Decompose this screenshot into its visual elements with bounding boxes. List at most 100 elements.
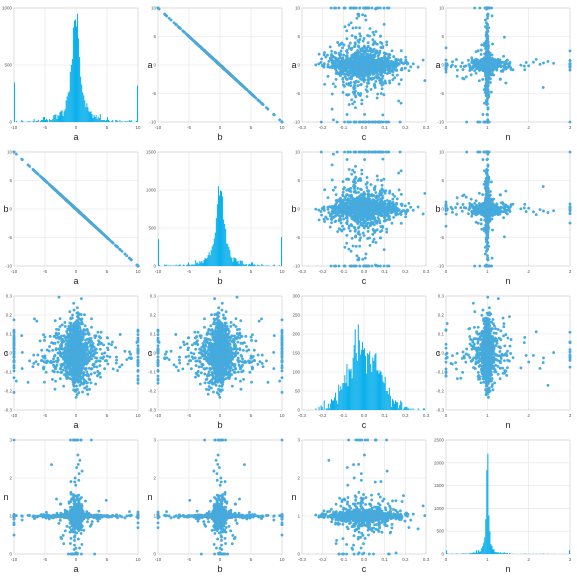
scatter-point: [165, 15, 168, 18]
x-tick-label: 0: [445, 125, 448, 130]
scatter-point: [477, 121, 480, 124]
y-tick-label: 10: [295, 6, 301, 11]
scatter-point: [383, 93, 386, 96]
x-tick-label: 5: [106, 125, 109, 130]
scatter-point: [385, 41, 388, 44]
y-tick-label: 5: [153, 34, 156, 39]
scatter-point: [357, 55, 360, 58]
scatter-point: [346, 70, 349, 73]
x-tick-label: -0.3: [298, 125, 306, 130]
x-axis-label: a: [73, 276, 78, 286]
scatter-point: [375, 80, 378, 83]
scatter-point: [372, 66, 375, 69]
scatter-point: [477, 67, 480, 70]
scatter-point: [214, 59, 217, 62]
scatter-point: [377, 7, 380, 10]
hist-bar: [129, 120, 130, 122]
scatter-point: [381, 84, 384, 87]
scatter-point: [485, 31, 488, 34]
scatter-point: [499, 63, 502, 66]
scatter-point: [244, 87, 247, 90]
scatter-point: [445, 47, 448, 50]
hist-bar: [77, 14, 78, 122]
hist-bar: [72, 59, 73, 122]
scatter-point: [372, 31, 375, 34]
hist-bar: [85, 107, 86, 122]
scatter-point: [463, 65, 466, 68]
scatter-point: [487, 56, 490, 59]
scatter-point: [377, 66, 380, 69]
x-tick-label: 5: [106, 269, 109, 274]
scatter-point: [371, 49, 374, 52]
scatter-point: [486, 83, 489, 86]
scatter-point: [377, 55, 380, 58]
scatter-point: [352, 74, 355, 77]
scatter-point: [369, 71, 372, 74]
scatter-point: [486, 15, 489, 18]
scatter-point: [395, 64, 398, 67]
scatter-point: [332, 83, 335, 86]
hist-bar: [65, 109, 66, 122]
scatter-point: [387, 57, 390, 60]
scatter-point: [399, 59, 402, 62]
scatter-point: [239, 83, 242, 86]
hist-bar: [99, 118, 100, 122]
scatter-point: [503, 66, 506, 69]
scatter-point: [477, 49, 480, 52]
scatter-point: [385, 121, 388, 124]
scatter-point: [393, 68, 396, 71]
scatter-point: [366, 85, 369, 88]
scatter-point: [374, 121, 377, 124]
hist-bar: [21, 120, 22, 122]
scatter-point: [343, 7, 346, 10]
hist-bar: [69, 91, 70, 122]
scatter-point: [349, 7, 352, 10]
y-tick-label: -10: [149, 120, 156, 125]
scatter-point: [342, 84, 345, 87]
scatter-point: [376, 43, 379, 46]
y-axis-label: b: [3, 204, 8, 214]
hist-bar: [36, 121, 37, 122]
scatter-point: [392, 74, 395, 77]
x-tick-label: -10: [155, 125, 162, 130]
scatter-point: [480, 67, 483, 70]
hist-bar: [51, 120, 52, 122]
hist-bar: [96, 115, 97, 122]
scatter-point: [487, 74, 490, 77]
scatter-point: [358, 93, 361, 96]
hist-bar: [111, 121, 112, 122]
scatter-point: [475, 72, 478, 75]
scatter-point: [383, 65, 386, 68]
x-tick-label: 0.3: [423, 125, 430, 130]
scatter-point: [379, 7, 382, 10]
hist-bar: [59, 112, 60, 122]
scatter-point: [456, 75, 459, 78]
y-axis-label: a: [435, 60, 440, 70]
scatter-point: [569, 66, 572, 69]
hist-bar: [73, 27, 74, 122]
scatter-point: [342, 81, 345, 84]
scatter-point: [506, 59, 509, 62]
x-tick-label: -10: [11, 125, 18, 130]
hist-bar: [75, 20, 76, 122]
scatter-point: [509, 66, 512, 69]
hist-bar: [43, 117, 44, 122]
x-tick-label: 10: [135, 125, 141, 130]
hist-bar: [116, 120, 117, 122]
scatter-point: [569, 63, 572, 66]
scatter-point: [354, 95, 357, 98]
scatter-point: [335, 78, 338, 81]
scatter-point: [468, 63, 471, 66]
scatter-point: [486, 71, 489, 74]
scatter-point: [333, 7, 336, 10]
x-tick-label: -0.2: [319, 125, 327, 130]
scatter-point: [349, 42, 352, 45]
scatter-point: [371, 121, 374, 124]
panel-a-vs-c: -0.3 -0.2 -0.1 0.0 0.1 0.2 0.3-10-50510ca: [291, 6, 429, 143]
scatter-point: [455, 58, 458, 61]
scatter-point: [372, 38, 375, 41]
scatter-point: [371, 7, 374, 10]
scatter-point: [367, 72, 370, 75]
y-tick-label: 0: [9, 120, 12, 125]
scatter-point: [348, 77, 351, 80]
